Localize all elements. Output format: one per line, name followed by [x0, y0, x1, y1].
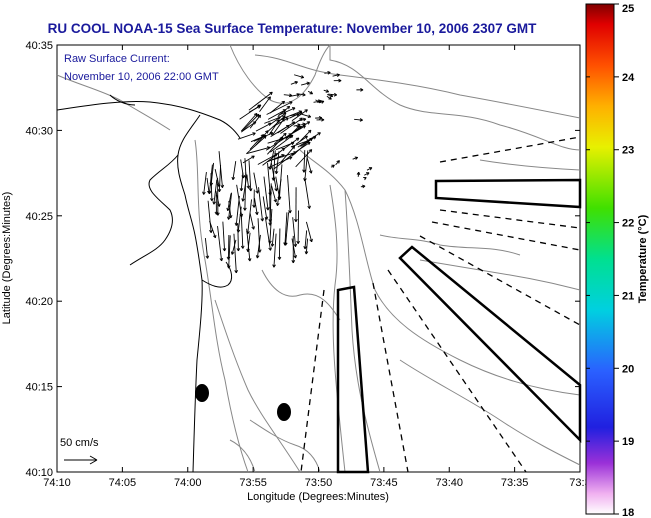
survey-lines: [300, 136, 582, 474]
survey-box-east: [434, 178, 582, 209]
coastline: [56, 94, 241, 473]
y-axis-label: Latitude (Degrees:Minutes): [1, 192, 13, 325]
y-tick-label: 40:15: [25, 382, 53, 394]
current-label: Raw Surface Current:: [64, 53, 170, 65]
y-tick-label: 40:35: [25, 40, 53, 52]
colorbar-tick-label: 22: [622, 218, 634, 230]
colorbar: 25 24 23 22 21 20 19 18 Temperature (°C): [585, 3, 649, 518]
x-axis: 74:10 74:05 74:00 73:55 73:50 73:45 73:40 73:35…: [43, 45, 591, 489]
x-tick-label: 74:00: [174, 477, 202, 489]
colorbar-label: Temperature (°C): [637, 214, 649, 303]
figure-title: RU COOL NOAA-15 Sea Surface Temperature:…: [48, 21, 537, 36]
map-panel: Raw Surface Current: November 10, 2006 2…: [56, 44, 582, 474]
x-tick-label: 73:50: [305, 477, 333, 489]
x-tick-label: 73:40: [435, 477, 463, 489]
y-tick-label: 40:20: [25, 296, 53, 308]
colorbar-tick-label: 19: [622, 436, 634, 448]
scale-arrow: [64, 455, 98, 465]
current-vectors: [202, 70, 373, 274]
y-tick-label: 40:30: [25, 125, 53, 137]
y-tick-label: 40:25: [25, 211, 53, 223]
x-axis-label: Longitude (Degrees:Minutes): [247, 491, 389, 503]
colorbar-tick-label: 21: [622, 290, 634, 302]
scale-label: 50 cm/s: [60, 437, 99, 449]
x-tick-label: 73:55: [239, 477, 267, 489]
dashed-track-lines: [300, 136, 581, 473]
x-tick-label: 73:3: [569, 477, 590, 489]
station-marker-east: [277, 403, 291, 421]
current-time-label: November 10, 2006 22:00 GMT: [64, 71, 219, 83]
survey-box-southeast: [398, 245, 582, 444]
y-axis: 40:35 40:30 40:25 40:20 40:15 40:10: [25, 40, 580, 479]
x-tick-label: 74:05: [109, 477, 137, 489]
colorbar-tick-label: 18: [622, 507, 634, 518]
y-tick-label: 40:10: [25, 467, 53, 479]
station-marker-west: [195, 384, 209, 402]
colorbar-tick-label: 24: [622, 72, 635, 84]
x-tick-label: 73:45: [370, 477, 398, 489]
survey-box-south: [336, 285, 370, 474]
colorbar-tick-label: 20: [622, 363, 634, 375]
x-tick-label: 73:35: [501, 477, 529, 489]
colorbar-tick-label: 25: [622, 3, 634, 15]
x-tick-label: 74:10: [43, 477, 71, 489]
colorbar-tick-label: 23: [622, 145, 634, 157]
